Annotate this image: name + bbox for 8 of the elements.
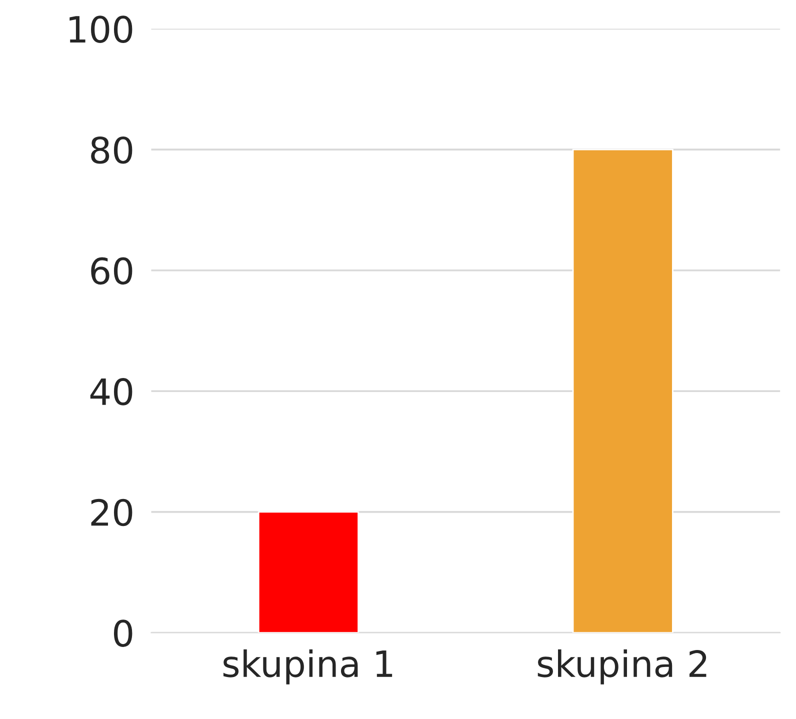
y-tick-label: 100 (70, 16, 132, 43)
y-tick-label: 60 (91, 257, 132, 285)
y-tick-label: 0 (114, 620, 132, 647)
x-tick-label: skupina 2 (538, 649, 706, 684)
x-tick-label: skupina 1 (223, 649, 392, 684)
y-tick-label: 40 (90, 378, 132, 406)
y-tick-label: 80 (91, 136, 132, 164)
y-tick-label: 20 (91, 498, 132, 526)
